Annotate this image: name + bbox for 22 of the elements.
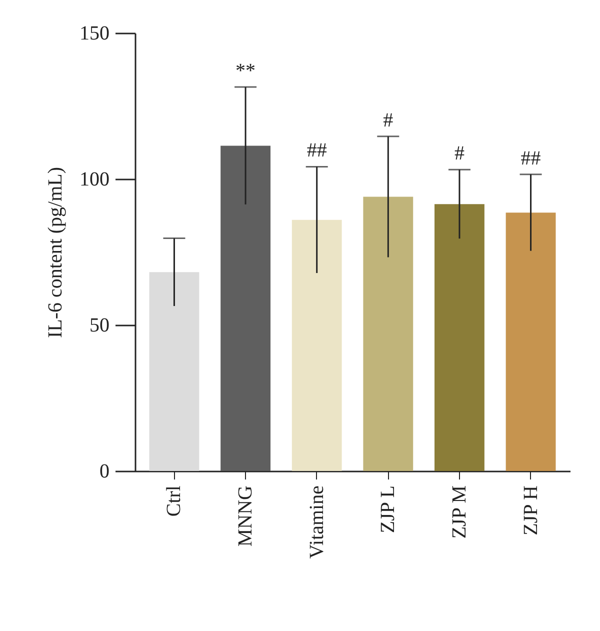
bar <box>149 272 200 471</box>
x-tick-label: Ctrl <box>163 485 186 517</box>
bar <box>292 220 342 471</box>
annotation: ** <box>236 60 256 82</box>
bar <box>506 212 556 471</box>
annotation: # <box>454 142 464 165</box>
annotation: ## <box>520 147 541 170</box>
bar <box>363 196 414 471</box>
bar <box>220 146 270 471</box>
x-tick-label: Vitamine <box>306 485 328 559</box>
x-tick-label: ZJP L <box>377 486 400 534</box>
y-tick-label: 0 <box>100 460 110 482</box>
y-tick-label: 50 <box>90 314 110 336</box>
bar <box>434 204 484 471</box>
x-tick-label: MNNG <box>234 486 257 547</box>
x-tick-label: ZJP M <box>448 485 470 539</box>
y-tick-label: 150 <box>80 22 110 44</box>
annotation: ## <box>306 140 327 162</box>
x-tick-label: ZJP H <box>520 486 542 536</box>
y-axis-title: IL-6 content (pg/mL) <box>44 166 66 338</box>
annotation: # <box>383 109 394 132</box>
y-tick-label: 100 <box>80 168 110 190</box>
